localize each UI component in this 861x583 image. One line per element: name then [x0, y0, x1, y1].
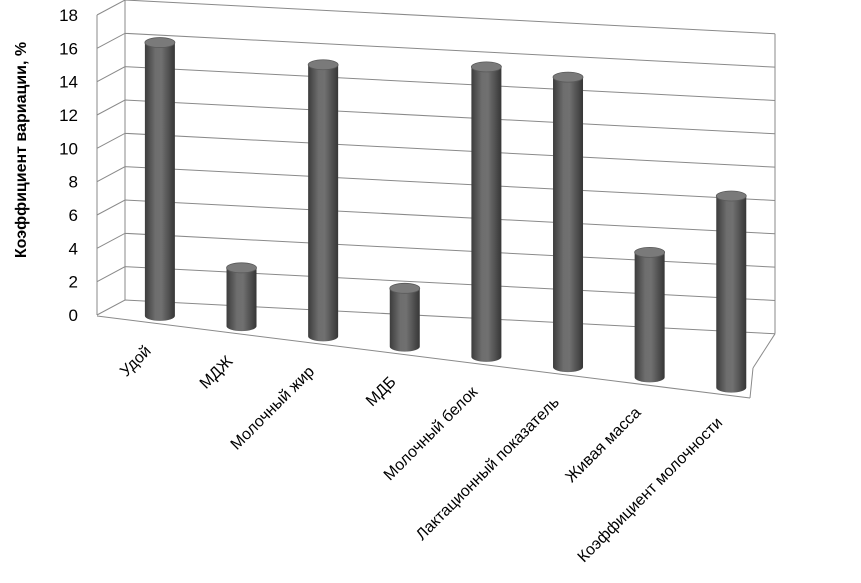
gridline: [96, 66, 776, 101]
bar-top: [715, 190, 747, 202]
gridline: [96, 199, 776, 235]
bars: [144, 37, 747, 393]
gridline: [96, 266, 776, 301]
frame-edge: [749, 367, 754, 399]
bar: [470, 61, 502, 362]
bar-body: [144, 42, 175, 321]
gridline: [96, 99, 776, 135]
y-tick-label: 6: [69, 206, 78, 225]
bar-body: [226, 267, 257, 332]
gridline: [96, 166, 776, 201]
plot-frame: [96, 0, 776, 399]
bar: [226, 262, 257, 332]
bar: [634, 246, 666, 383]
bar-body: [634, 252, 665, 383]
bar: [307, 59, 339, 342]
x-category-label: Живая масса: [563, 404, 645, 486]
y-tick-label: 16: [59, 39, 78, 58]
bar-top: [226, 262, 257, 274]
y-tick-label: 8: [69, 173, 78, 192]
y-axis-ticks: 0 2 4 6 8 10 12 14 16 18: [59, 6, 78, 325]
bar-body: [308, 64, 339, 342]
bar-top: [307, 59, 339, 71]
y-tick-label: 0: [69, 306, 78, 325]
bar: [144, 37, 176, 321]
bar-body: [553, 77, 584, 373]
gridline: [96, 32, 776, 68]
bar-top: [144, 37, 176, 48]
gridline: [96, 232, 776, 268]
y-tick-label: 2: [69, 273, 78, 292]
x-category-label: МДЖ: [197, 353, 237, 393]
x-category-label: Молочный жир: [228, 363, 318, 453]
gridline: [96, 0, 776, 35]
bar: [552, 71, 584, 373]
x-category-label: Удой: [117, 343, 155, 381]
bar-body: [389, 288, 420, 352]
gridline: [96, 132, 776, 168]
y-tick-label: 18: [59, 6, 78, 25]
bar: [715, 190, 747, 393]
frame-edge: [752, 333, 776, 369]
y-tick-label: 10: [59, 139, 78, 158]
x-category-label: Молочный белок: [381, 383, 482, 484]
bar-body: [716, 195, 747, 393]
y-tick-label: 14: [59, 73, 78, 92]
bar-body: [471, 66, 502, 362]
bar-top: [634, 246, 666, 258]
x-category-label: Коэффициент молочности: [575, 414, 726, 565]
bar-top: [552, 71, 584, 83]
y-tick-label: 4: [69, 239, 78, 258]
bar: [389, 282, 421, 352]
bar-top: [470, 61, 502, 73]
gridlines: [96, 0, 776, 335]
bar-top: [389, 282, 421, 294]
y-axis-title: Коэффициент вариации, %: [13, 42, 30, 258]
frame-edge: [96, 315, 751, 399]
y-tick-label: 12: [59, 106, 78, 125]
x-category-label: МДБ: [363, 373, 400, 410]
